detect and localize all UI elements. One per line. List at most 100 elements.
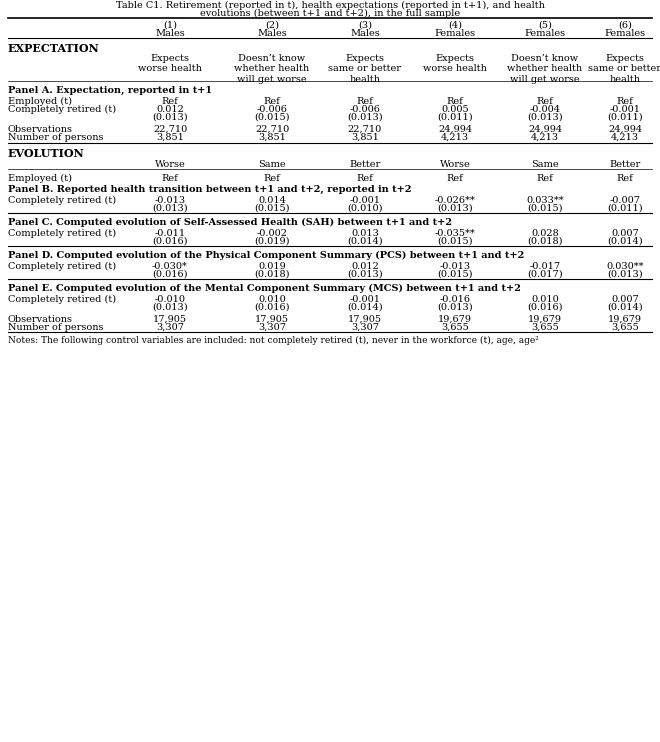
- Text: Ref: Ref: [537, 174, 553, 183]
- Text: EVOLUTION: EVOLUTION: [8, 148, 84, 159]
- Text: Completely retired (t): Completely retired (t): [8, 262, 116, 271]
- Text: 4,213: 4,213: [441, 133, 469, 142]
- Text: -0.010: -0.010: [154, 295, 185, 304]
- Text: Employed (t): Employed (t): [8, 97, 72, 106]
- Text: Panel B. Reported health transition between t+1 and t+2, reported in t+2: Panel B. Reported health transition betw…: [8, 185, 411, 194]
- Text: (0.015): (0.015): [437, 237, 473, 246]
- Text: Ref: Ref: [447, 174, 463, 183]
- Text: (6): (6): [618, 21, 632, 30]
- Text: 0.019: 0.019: [258, 262, 286, 271]
- Text: 3,307: 3,307: [351, 323, 379, 332]
- Text: Males: Males: [257, 29, 287, 38]
- Text: -0.006: -0.006: [350, 105, 380, 114]
- Text: (0.014): (0.014): [607, 303, 643, 312]
- Text: 22,710: 22,710: [153, 125, 187, 134]
- Text: 3,307: 3,307: [156, 323, 184, 332]
- Text: 0.013: 0.013: [351, 229, 379, 238]
- Text: Panel A. Expectation, reported in t+1: Panel A. Expectation, reported in t+1: [8, 86, 212, 95]
- Text: 3,655: 3,655: [441, 323, 469, 332]
- Text: (0.016): (0.016): [254, 303, 290, 312]
- Text: (0.016): (0.016): [152, 270, 187, 279]
- Text: -0.002: -0.002: [257, 229, 288, 238]
- Text: Ref: Ref: [356, 97, 374, 106]
- Text: -0.013: -0.013: [440, 262, 471, 271]
- Text: 17,905: 17,905: [348, 315, 382, 324]
- Text: -0.017: -0.017: [529, 262, 560, 271]
- Text: 24,994: 24,994: [438, 125, 472, 134]
- Text: 4,213: 4,213: [531, 133, 559, 142]
- Text: -0.001: -0.001: [350, 196, 381, 205]
- Text: -0.001: -0.001: [609, 105, 640, 114]
- Text: Ref: Ref: [162, 174, 178, 183]
- Text: Number of persons: Number of persons: [8, 323, 104, 332]
- Text: 17,905: 17,905: [255, 315, 289, 324]
- Text: (1): (1): [163, 21, 177, 30]
- Text: (0.010): (0.010): [347, 204, 383, 213]
- Text: -0.006: -0.006: [257, 105, 288, 114]
- Text: Completely retired (t): Completely retired (t): [8, 196, 116, 205]
- Text: Doesn’t know
whether health
will get worse: Doesn’t know whether health will get wor…: [234, 54, 310, 84]
- Text: (0.013): (0.013): [152, 204, 188, 213]
- Text: Same: Same: [258, 160, 286, 169]
- Text: Better: Better: [609, 160, 641, 169]
- Text: 24,994: 24,994: [608, 125, 642, 134]
- Text: Observations: Observations: [8, 125, 73, 134]
- Text: 0.010: 0.010: [258, 295, 286, 304]
- Text: 24,994: 24,994: [528, 125, 562, 134]
- Text: Expects
worse health: Expects worse health: [138, 54, 202, 73]
- Text: 0.033**: 0.033**: [526, 196, 564, 205]
- Text: Observations: Observations: [8, 315, 73, 324]
- Text: Panel C. Computed evolution of Self-Assessed Health (SAH) between t+1 and t+2: Panel C. Computed evolution of Self-Asse…: [8, 218, 452, 227]
- Text: (0.011): (0.011): [607, 113, 643, 122]
- Text: -0.013: -0.013: [154, 196, 185, 205]
- Text: (0.016): (0.016): [527, 303, 563, 312]
- Text: Ref: Ref: [263, 97, 280, 106]
- Text: Table C1. Retirement (reported in t), health expectations (reported in t+1), and: Table C1. Retirement (reported in t), he…: [115, 1, 544, 10]
- Text: 3,655: 3,655: [611, 323, 639, 332]
- Text: EXPECTATION: EXPECTATION: [8, 43, 100, 54]
- Text: 3,851: 3,851: [258, 133, 286, 142]
- Text: 17,905: 17,905: [153, 315, 187, 324]
- Text: (0.013): (0.013): [347, 270, 383, 279]
- Text: 22,710: 22,710: [255, 125, 289, 134]
- Text: (0.011): (0.011): [607, 204, 643, 213]
- Text: (0.013): (0.013): [527, 113, 563, 122]
- Text: (0.013): (0.013): [347, 113, 383, 122]
- Text: Ref: Ref: [447, 97, 463, 106]
- Text: Expects
same or better
health: Expects same or better health: [589, 54, 660, 84]
- Text: Males: Males: [155, 29, 185, 38]
- Text: 0.014: 0.014: [258, 196, 286, 205]
- Text: Ref: Ref: [162, 97, 178, 106]
- Text: (4): (4): [448, 21, 462, 30]
- Text: 0.028: 0.028: [531, 229, 559, 238]
- Text: Panel D. Computed evolution of the Physical Component Summary (PCS) between t+1 : Panel D. Computed evolution of the Physi…: [8, 251, 524, 260]
- Text: 0.007: 0.007: [611, 295, 639, 304]
- Text: Worse: Worse: [440, 160, 471, 169]
- Text: (0.015): (0.015): [254, 204, 290, 213]
- Text: (0.014): (0.014): [607, 237, 643, 246]
- Text: (0.013): (0.013): [437, 303, 473, 312]
- Text: 19,679: 19,679: [608, 315, 642, 324]
- Text: 0.005: 0.005: [441, 105, 469, 114]
- Text: Number of persons: Number of persons: [8, 133, 104, 142]
- Text: (3): (3): [358, 21, 372, 30]
- Text: (0.014): (0.014): [347, 303, 383, 312]
- Text: -0.016: -0.016: [440, 295, 471, 304]
- Text: Completely retired (t): Completely retired (t): [8, 229, 116, 238]
- Text: (0.018): (0.018): [527, 237, 563, 246]
- Text: -0.035**: -0.035**: [435, 229, 475, 238]
- Text: -0.011: -0.011: [154, 229, 185, 238]
- Text: Ref: Ref: [263, 174, 280, 183]
- Text: 0.012: 0.012: [351, 262, 379, 271]
- Text: Ref: Ref: [616, 174, 634, 183]
- Text: -0.030*: -0.030*: [152, 262, 188, 271]
- Text: Expects
worse health: Expects worse health: [423, 54, 487, 73]
- Text: Worse: Worse: [154, 160, 185, 169]
- Text: (0.013): (0.013): [152, 303, 188, 312]
- Text: 0.007: 0.007: [611, 229, 639, 238]
- Text: Completely retired (t): Completely retired (t): [8, 295, 116, 304]
- Text: Females: Females: [605, 29, 645, 38]
- Text: (0.011): (0.011): [437, 113, 473, 122]
- Text: 22,710: 22,710: [348, 125, 382, 134]
- Text: Panel E. Computed evolution of the Mental Component Summary (MCS) between t+1 an: Panel E. Computed evolution of the Menta…: [8, 284, 521, 293]
